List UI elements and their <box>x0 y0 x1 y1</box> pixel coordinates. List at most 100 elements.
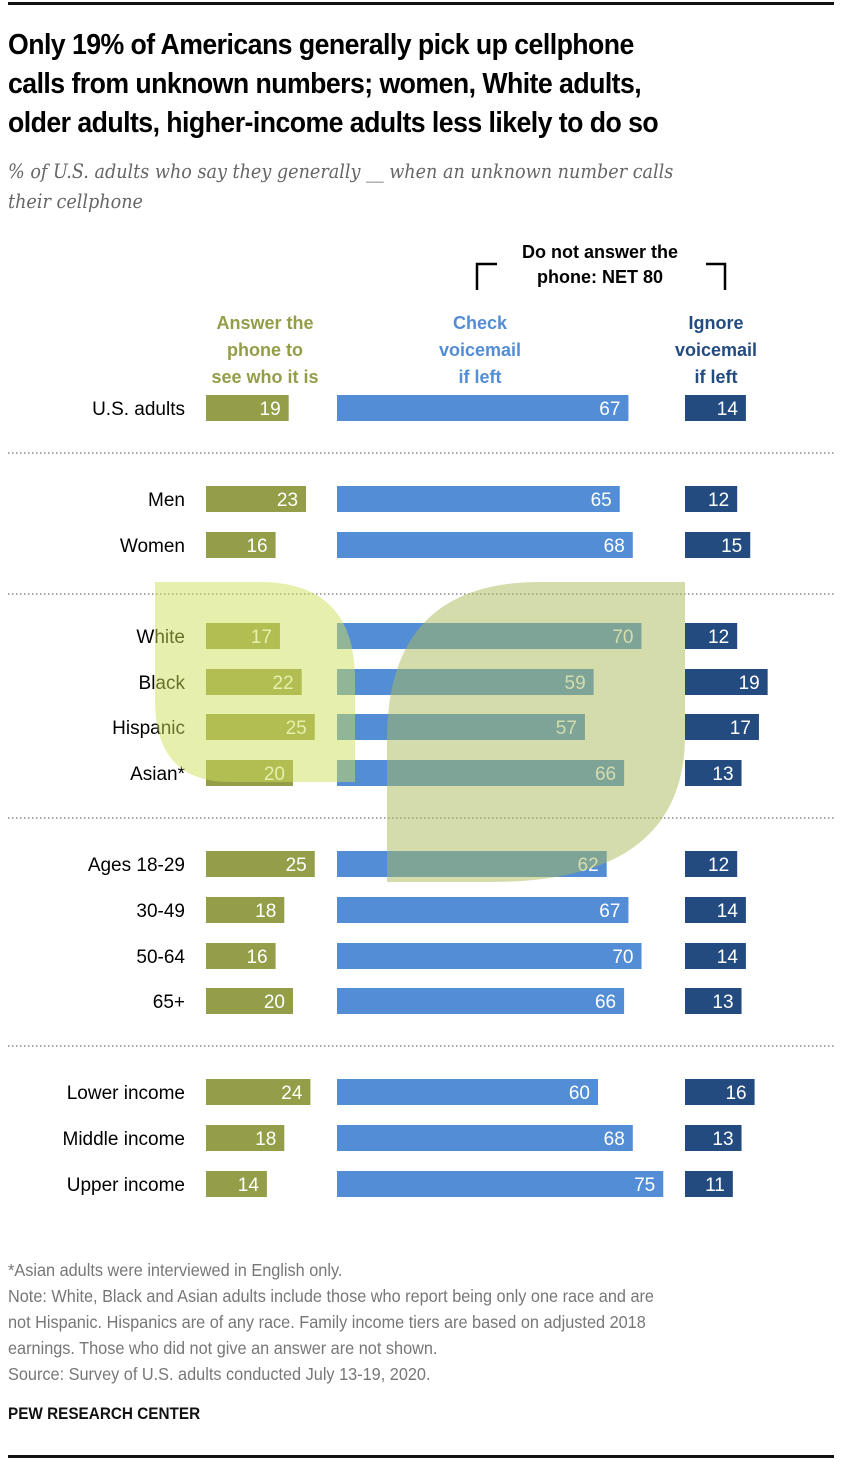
bar-check <box>337 1079 598 1105</box>
bar-check <box>337 897 629 923</box>
bar-ignore <box>685 1079 755 1105</box>
footnote-note: not Hispanic. Hispanics are of any race.… <box>8 1312 646 1332</box>
bar-value-label: 18 <box>255 901 276 922</box>
bar-value-label: 66 <box>595 992 616 1013</box>
bar-value-label: 25 <box>286 855 307 876</box>
category-label: Men <box>148 490 185 511</box>
footnote-source: Source: Survey of U.S. adults conducted … <box>8 1364 431 1384</box>
bar-value-label: 12 <box>708 490 729 511</box>
bar-value-label: 16 <box>246 947 267 968</box>
bar-chart: Do not answer the phone: NET 80 Answer the… <box>8 242 834 1197</box>
bottom-rule <box>8 1455 834 1458</box>
bar-ignore <box>685 988 742 1014</box>
subtitle-line: % of U.S. adults who say they generally … <box>8 159 674 183</box>
bar-ignore <box>685 395 746 421</box>
brand-label: PEW RESEARCH CENTER <box>8 1404 201 1423</box>
bar-value-label: 75 <box>634 1175 655 1196</box>
category-label: 50-64 <box>136 947 185 968</box>
bar-answer <box>206 988 293 1014</box>
footnote-note: Note: White, Black and Asian adults incl… <box>8 1286 654 1306</box>
series-header-2: voicemail <box>675 340 757 360</box>
bar-answer <box>206 851 315 877</box>
bracket-right <box>706 262 727 290</box>
bar-ignore <box>685 669 768 695</box>
bar-value-label: 13 <box>712 764 733 785</box>
title-line: calls from unknown numbers; women, White… <box>8 68 642 100</box>
series-header-1: Check <box>453 313 508 333</box>
bar-check <box>337 988 625 1014</box>
bar-value-label: 18 <box>255 1129 276 1150</box>
bar-value-label: 20 <box>264 992 285 1013</box>
bracket-left <box>475 262 497 290</box>
series-header-0: Answer the <box>216 313 313 333</box>
bar-value-label: 14 <box>238 1175 260 1196</box>
bar-value-label: 17 <box>730 718 751 739</box>
bar-value-label: 67 <box>599 901 620 922</box>
series-header-2: if left <box>695 367 738 387</box>
footnotes: *Asian adults were interviewed in Englis… <box>8 1257 842 1387</box>
bar-ignore <box>685 714 759 740</box>
series-header-2: Ignore <box>688 313 743 333</box>
bar-value-label: 16 <box>725 1083 746 1104</box>
watermark-leaf-left <box>155 582 355 782</box>
bar-value-label: 68 <box>604 1129 625 1150</box>
bar-answer <box>206 1125 285 1151</box>
bar-ignore <box>685 897 746 923</box>
bar-value-label: 13 <box>712 1129 733 1150</box>
bar-answer <box>206 897 285 923</box>
category-label: 30-49 <box>136 901 185 922</box>
bar-ignore <box>685 1125 742 1151</box>
bar-ignore <box>685 623 738 649</box>
bar-value-label: 16 <box>246 536 267 557</box>
bar-value-label: 24 <box>281 1083 303 1104</box>
subtitle-line: their cellphone <box>8 189 143 213</box>
bar-check <box>337 395 629 421</box>
bar-value-label: 14 <box>717 399 739 420</box>
chart-title: Only 19% of Americans generally pick up … <box>8 26 836 143</box>
bar-answer <box>206 395 289 421</box>
bar-value-label: 12 <box>708 627 729 648</box>
bar-value-label: 19 <box>260 399 281 420</box>
category-label: Ages 18-29 <box>88 855 185 876</box>
bar-ignore <box>685 760 742 786</box>
bar-value-label: 14 <box>717 901 739 922</box>
bar-value-label: 60 <box>569 1083 590 1104</box>
series-header-1: if left <box>459 367 502 387</box>
category-label: U.S. adults <box>92 399 185 420</box>
bar-ignore <box>685 943 746 969</box>
bracket-label: phone: NET 80 <box>537 267 663 287</box>
bracket-label: Do not answer the <box>522 242 678 262</box>
category-label: Women <box>120 536 185 557</box>
bar-value-label: 68 <box>604 536 625 557</box>
bar-answer <box>206 1171 267 1197</box>
bar-value-label: 65 <box>591 490 612 511</box>
title-line: older adults, higher-income adults less … <box>8 107 659 139</box>
bar-check <box>337 486 620 512</box>
footnote-note: earnings. Those who did not give an answ… <box>8 1338 438 1358</box>
bar-check <box>337 532 633 558</box>
bar-ignore <box>685 486 738 512</box>
title-line: Only 19% of Americans generally pick up … <box>8 29 634 61</box>
category-label: Lower income <box>67 1083 185 1104</box>
category-label: 65+ <box>153 992 185 1013</box>
bar-answer <box>206 486 307 512</box>
bar-ignore <box>685 532 751 558</box>
bar-value-label: 23 <box>277 490 298 511</box>
bar-check <box>337 1125 633 1151</box>
bar-value-label: 70 <box>612 947 633 968</box>
series-header-0: phone to <box>227 340 303 360</box>
bar-ignore <box>685 851 738 877</box>
bar-value-label: 13 <box>712 992 733 1013</box>
bar-answer <box>206 943 276 969</box>
bar-value-label: 14 <box>717 947 739 968</box>
category-label: Middle income <box>63 1129 186 1150</box>
bar-value-label: 19 <box>739 673 760 694</box>
chart-subtitle: % of U.S. adults who say they generally … <box>8 156 800 216</box>
bar-check <box>337 1171 664 1197</box>
bar-value-label: 67 <box>599 399 620 420</box>
bar-value-label: 15 <box>721 536 742 557</box>
bar-answer <box>206 532 276 558</box>
top-rule <box>8 2 834 5</box>
category-label: Upper income <box>67 1175 185 1196</box>
bar-value-label: 11 <box>705 1175 725 1196</box>
